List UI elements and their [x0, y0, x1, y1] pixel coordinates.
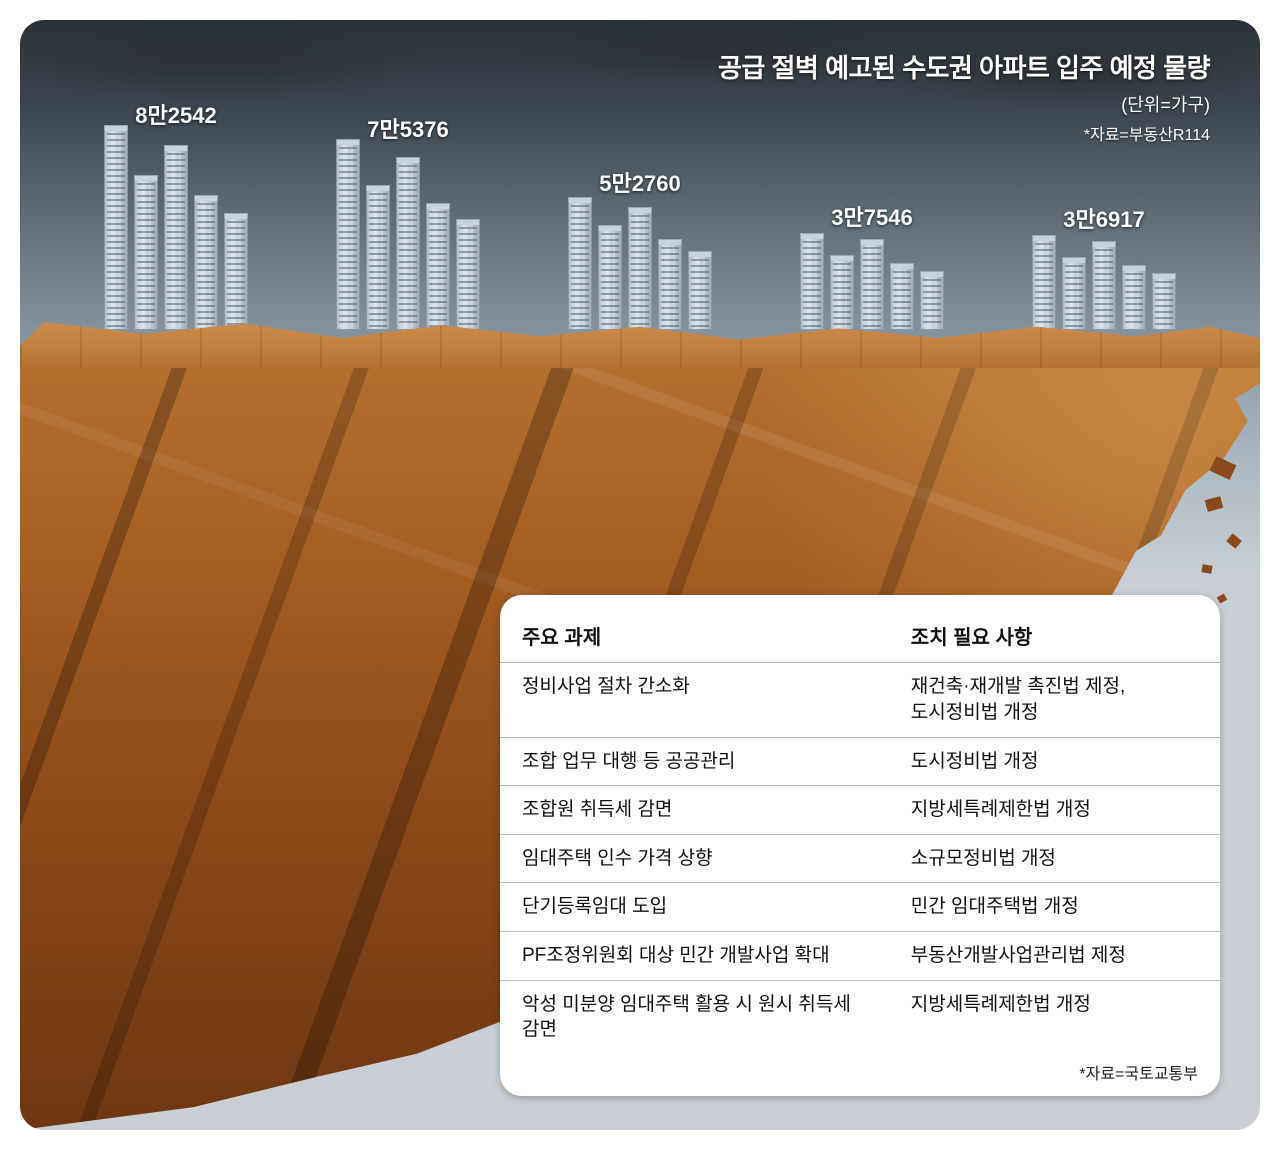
- policy-table: 주요 과제 조치 필요 사항 정비사업 절차 간소화재건축·재개발 촉진법 제정…: [500, 609, 1220, 1054]
- chart-value: 8만2542: [135, 98, 216, 130]
- chart-group: 7만53762025년 상반기: [292, 80, 524, 360]
- building-icon: [920, 276, 944, 330]
- table-cell-action: 도시정비법 개정: [889, 737, 1220, 786]
- building-cluster: [336, 144, 480, 330]
- table-row: PF조정위원회 대상 민간 개발사업 확대부동산개발사업관리법 제정: [500, 932, 1220, 981]
- building-cluster: [800, 238, 944, 330]
- building-icon: [164, 150, 188, 330]
- table-row: 단기등록임대 도입민간 임대주택법 개정: [500, 883, 1220, 932]
- table-cell-action: 지방세특례제한법 개정: [889, 980, 1220, 1054]
- chart-group: 3만75462026년 상반기: [756, 80, 988, 360]
- building-icon: [688, 256, 712, 330]
- chart-value: 3만6917: [1063, 202, 1144, 234]
- building-icon: [800, 238, 824, 330]
- table-cell-task: PF조정위원회 대상 민간 개발사업 확대: [500, 932, 889, 981]
- table-cell-task: 악성 미분양 임대주택 활용 시 원시 취득세 감면: [500, 980, 889, 1054]
- building-icon: [336, 144, 360, 330]
- building-icon: [658, 244, 682, 330]
- building-icon: [366, 190, 390, 330]
- building-icon: [1092, 246, 1116, 330]
- building-cluster: [104, 130, 248, 330]
- table-cell-action: 지방세특례제한법 개정: [889, 786, 1220, 835]
- policy-table-box: 주요 과제 조치 필요 사항 정비사업 절차 간소화재건축·재개발 촉진법 제정…: [500, 595, 1220, 1096]
- table-cell-action: 민간 임대주택법 개정: [889, 883, 1220, 932]
- building-icon: [194, 200, 218, 330]
- building-icon: [830, 260, 854, 330]
- table-row: 정비사업 절차 간소화재건축·재개발 촉진법 제정, 도시정비법 개정: [500, 663, 1220, 737]
- building-icon: [628, 212, 652, 330]
- chart-value: 3만7546: [831, 200, 912, 232]
- table-cell-task: 정비사업 절차 간소화: [500, 663, 889, 737]
- chart-group: 5만2760하반기: [524, 80, 756, 360]
- building-icon: [860, 244, 884, 330]
- chart-group: 8만25422024년 하반기: [60, 80, 292, 360]
- building-cluster: [568, 202, 712, 330]
- table-cell-task: 임대주택 인수 가격 상향: [500, 834, 889, 883]
- table-row: 조합원 취득세 감면지방세특례제한법 개정: [500, 786, 1220, 835]
- building-icon: [598, 230, 622, 330]
- chart-value: 5만2760: [599, 166, 680, 198]
- building-icon: [1032, 240, 1056, 330]
- falling-rock-icon: [1210, 456, 1237, 480]
- table-col-2: 조치 필요 사항: [889, 609, 1220, 663]
- building-icon: [224, 218, 248, 330]
- building-icon: [1152, 278, 1176, 330]
- table-cell-task: 조합 업무 대행 등 공공관리: [500, 737, 889, 786]
- table-source: *자료=국토교통부: [500, 1054, 1220, 1088]
- building-icon: [456, 224, 480, 330]
- building-icon: [134, 180, 158, 330]
- falling-rock-icon: [1226, 533, 1242, 548]
- falling-rock-icon: [1201, 564, 1212, 574]
- table-cell-task: 단기등록임대 도입: [500, 883, 889, 932]
- building-cluster: [1032, 240, 1176, 330]
- table-cell-action: 소규모정비법 개정: [889, 834, 1220, 883]
- table-col-1: 주요 과제: [500, 609, 889, 663]
- infographic-canvas: 공급 절벽 예고된 수도권 아파트 입주 예정 물량 (단위=가구) *자료=부…: [20, 20, 1260, 1130]
- table-row: 악성 미분양 임대주택 활용 시 원시 취득세 감면지방세특례제한법 개정: [500, 980, 1220, 1054]
- table-cell-task: 조합원 취득세 감면: [500, 786, 889, 835]
- building-icon: [396, 162, 420, 330]
- building-icon: [1122, 270, 1146, 330]
- chart-group: 3만6917하반기: [988, 80, 1220, 360]
- building-icon: [890, 268, 914, 330]
- falling-rock-icon: [1217, 593, 1227, 603]
- chart-groups: 8만25422024년 하반기7만53762025년 상반기5만2760하반기3…: [60, 80, 1220, 360]
- building-icon: [568, 202, 592, 330]
- table-row: 조합 업무 대행 등 공공관리도시정비법 개정: [500, 737, 1220, 786]
- building-icon: [1062, 262, 1086, 330]
- table-row: 임대주택 인수 가격 상향소규모정비법 개정: [500, 834, 1220, 883]
- building-icon: [426, 208, 450, 330]
- chart-value: 7만5376: [367, 112, 448, 144]
- table-cell-action: 부동산개발사업관리법 제정: [889, 932, 1220, 981]
- table-cell-action: 재건축·재개발 촉진법 제정, 도시정비법 개정: [889, 663, 1220, 737]
- falling-rock-icon: [1205, 496, 1224, 512]
- building-icon: [104, 130, 128, 330]
